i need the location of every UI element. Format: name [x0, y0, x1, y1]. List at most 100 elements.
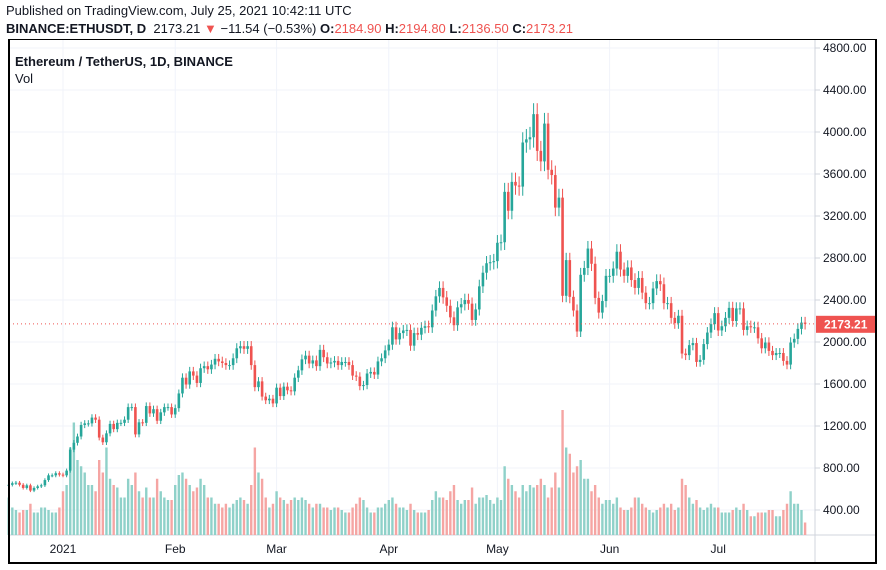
volume-bar [532, 487, 535, 535]
candle-body [188, 371, 191, 385]
candle-body [300, 359, 304, 371]
volume-bar [575, 466, 579, 535]
low-value: 2136.50 [461, 21, 509, 36]
volume-bar [521, 485, 524, 535]
volume-bar [590, 491, 593, 535]
candle-body [586, 248, 590, 268]
volume-bar [365, 507, 369, 535]
volume-bar [593, 485, 597, 535]
volume-bar [677, 507, 680, 535]
candle-body [347, 361, 351, 366]
volume-bar [398, 507, 401, 535]
candle-body [416, 333, 420, 335]
candle-body [423, 326, 427, 328]
candle-body [210, 364, 213, 370]
candle-body [369, 371, 372, 374]
candle-body [68, 449, 72, 471]
candle-body [441, 287, 445, 298]
candle-body [467, 300, 470, 304]
candle-body [202, 366, 206, 369]
volume-bar [336, 507, 340, 535]
candle-body [763, 342, 767, 349]
candle-body [532, 114, 535, 138]
candle-body [383, 350, 387, 359]
y-tick-label: 400.00 [823, 503, 860, 517]
volume-bar [355, 503, 358, 535]
candle-body [192, 371, 195, 376]
candle-body [376, 361, 380, 375]
volume-bar [108, 478, 112, 535]
volume-bar [192, 491, 195, 535]
volume-bar [134, 472, 137, 535]
volume-bar [36, 512, 39, 535]
chart-legend: Ethereum / TetherUS, 1D, BINANCE Vol [15, 53, 233, 87]
volume-bar [221, 507, 224, 535]
volume-bar [105, 447, 108, 535]
volume-bar [441, 497, 445, 535]
candle-body [336, 360, 340, 366]
candle-body [61, 474, 65, 476]
legend-volume: Vol [15, 71, 34, 86]
symbol-bar: BINANCE:ETHUSDT, D 2173.21 ▼ −11.54 (−0.… [6, 21, 573, 36]
y-tick-label: 2800.00 [823, 251, 867, 265]
candle-body [651, 288, 655, 304]
volume-bar [373, 512, 376, 535]
volume-bar [785, 503, 789, 535]
candle-body [29, 485, 32, 491]
volume-bar [601, 503, 604, 535]
volume-bar [637, 497, 640, 535]
candle-body [727, 307, 731, 318]
volume-bar [87, 485, 90, 535]
candle-body [278, 387, 282, 397]
volume-bar [188, 485, 191, 535]
candle-body [268, 398, 271, 401]
volume-bar [206, 497, 209, 535]
volume-bar [351, 507, 354, 535]
volume-bar [662, 503, 666, 535]
candle-body [101, 437, 105, 443]
candle-body [224, 363, 228, 366]
x-tick-label: May [486, 542, 509, 556]
y-tick-label: 2000.00 [823, 335, 867, 349]
volume-bar [510, 485, 514, 535]
volume-bar [293, 497, 296, 535]
volume-bar [467, 500, 470, 535]
volume-bar [800, 510, 803, 535]
volume-bar [550, 487, 553, 535]
volume-bar [630, 507, 633, 535]
volume-bar [159, 491, 162, 535]
candle-body [637, 277, 640, 288]
candle-body [687, 345, 691, 356]
candle-body [745, 326, 749, 330]
candle-body [405, 329, 409, 331]
volume-bar [460, 503, 463, 535]
volume-bar [32, 512, 36, 535]
volume-bar [633, 497, 637, 535]
close-value: 2173.21 [526, 21, 574, 36]
candle-body [152, 409, 155, 414]
candle-body [264, 396, 268, 401]
volume-bar [431, 500, 434, 535]
candle-body [391, 327, 394, 345]
volume-bar [695, 500, 698, 535]
volume-bar [69, 447, 72, 535]
candle-body [452, 317, 456, 326]
y-tick-label: 3200.00 [823, 209, 867, 223]
volume-bar [94, 491, 97, 535]
candle-body [488, 262, 492, 264]
candle-body [619, 251, 622, 270]
candle-body [517, 185, 521, 187]
volume-bar [126, 478, 130, 535]
candle-body [242, 346, 246, 349]
candle-body [485, 263, 488, 273]
volume-bar [680, 478, 684, 535]
volume-bar [470, 487, 474, 535]
candle-body [318, 349, 322, 367]
candle-body [398, 333, 401, 340]
candle-body [796, 328, 800, 339]
volume-bar [282, 500, 286, 535]
volume-bar [409, 503, 412, 535]
volume-bar [434, 491, 438, 535]
volume-bar [564, 447, 568, 535]
